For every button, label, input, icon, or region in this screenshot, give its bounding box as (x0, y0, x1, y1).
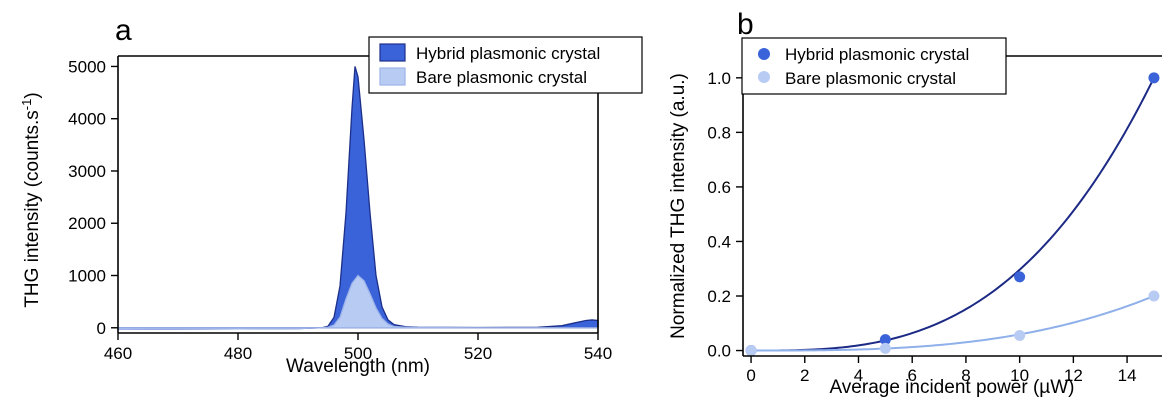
fit-curve-bare (751, 295, 1155, 352)
panel-a-legend: Hybrid plasmonic crystal Bare plasmonic … (368, 36, 643, 94)
y-tick-label: 0 (97, 319, 106, 338)
panel-b-legend-box (741, 37, 1007, 95)
fit-curve-hybrid (751, 77, 1155, 352)
panel-b-legend: Hybrid plasmonic crystal Bare plasmonic … (741, 37, 1007, 95)
x-tick-label: 480 (224, 344, 252, 363)
x-tick-label: 14 (1118, 366, 1137, 385)
data-point-bare (879, 342, 891, 354)
legend-label-hybrid: Hybrid plasmonic crystal (416, 44, 600, 63)
x-tick-label: 0 (746, 366, 755, 385)
y-tick-label: 5000 (68, 57, 106, 76)
x-tick-label: 4 (854, 366, 863, 385)
x-tick-label: 500 (344, 344, 372, 363)
x-tick-label: 2 (800, 366, 809, 385)
data-point-bare (1148, 290, 1160, 302)
panel-b-x-axis-label: Average incident power (µW) (829, 377, 1074, 398)
panel-a: a 460 480 500 520 540 0 1000 2000 3000 4000 5000 W… (19, 14, 643, 377)
legend-marker-bare (758, 71, 770, 83)
legend-label-bare: Bare plasmonic crystal (785, 69, 956, 88)
panel-a-y-axis-label: THG intensity (counts.s-1) (19, 92, 43, 307)
x-tick-label: 8 (961, 366, 970, 385)
y-tick-label: 0.0 (707, 342, 731, 361)
panel-a-x-axis-label: Wavelength (nm) (286, 356, 430, 377)
panel-a-y-axis-label-close: ) (22, 92, 43, 98)
x-tick-label: 12 (1064, 366, 1083, 385)
panel-b-ticks: 0 2 4 6 8 10 12 14 0.0 0.2 0.4 0.6 0.8 1.0 (707, 69, 1136, 385)
data-point-bare (1014, 330, 1026, 342)
data-point-bare (745, 345, 757, 357)
data-point-hybrid (879, 334, 891, 346)
panel-a-ticks: 460 480 500 520 540 0 1000 2000 3000 4000 5000 (68, 57, 612, 363)
legend-label-hybrid: Hybrid plasmonic crystal (785, 45, 969, 64)
panel-a-letter: a (115, 14, 132, 47)
panel-a-y-axis-label-sup: -1 (19, 99, 34, 111)
panel-b-plot-area (745, 72, 1160, 357)
panel-b-letter: b (737, 8, 754, 41)
legend-label-bare: Bare plasmonic crystal (416, 68, 587, 87)
panel-a-plot-area (117, 66, 599, 330)
x-tick-label: 6 (907, 366, 916, 385)
y-tick-label: 0.8 (707, 123, 731, 142)
x-tick-label: 520 (464, 344, 492, 363)
x-tick-label: 460 (104, 344, 132, 363)
y-tick-label: 1.0 (707, 69, 731, 88)
y-tick-label: 2000 (68, 214, 106, 233)
x-tick-label: 10 (1010, 366, 1029, 385)
y-tick-label: 3000 (68, 162, 106, 181)
legend-marker-hybrid (758, 48, 770, 60)
x-tick-label: 540 (584, 344, 612, 363)
y-tick-label: 1000 (68, 267, 106, 286)
legend-swatch-bare (379, 67, 406, 86)
legend-swatch-hybrid (379, 43, 406, 62)
panel-b-y-axis-label: Normalized THG intensity (a.u.) (668, 73, 689, 339)
y-tick-label: 0.6 (707, 178, 731, 197)
data-point-hybrid (1014, 271, 1026, 283)
panel-a-legend-box (368, 36, 643, 94)
area-series-bare (117, 274, 598, 330)
panel-b: b 0 2 4 6 8 10 12 14 0.0 0.2 0.4 0.6 0.8 1.0 Average … (668, 8, 1162, 398)
y-tick-label: 0.2 (707, 287, 731, 306)
data-point-hybrid (1148, 72, 1160, 84)
y-tick-label: 0.4 (707, 232, 731, 251)
panel-a-y-axis-label-text: THG intensity (counts.s (22, 110, 43, 307)
y-tick-label: 4000 (68, 110, 106, 129)
